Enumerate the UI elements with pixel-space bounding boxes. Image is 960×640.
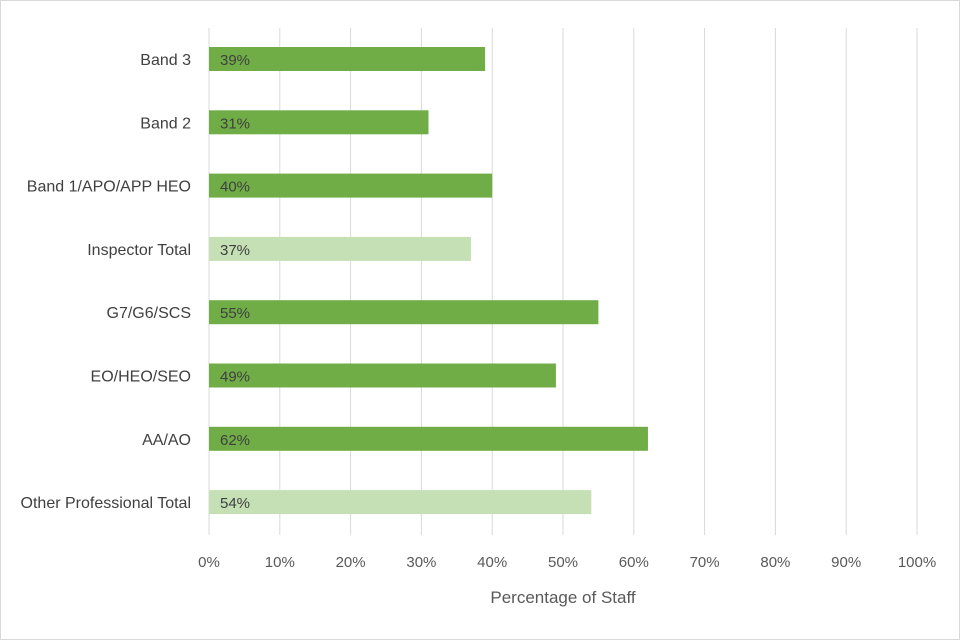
category-label: G7/G6/SCS bbox=[107, 305, 191, 322]
category-label: EO/HEO/SEO bbox=[91, 369, 191, 386]
data-label: 49% bbox=[220, 369, 250, 386]
x-tick-label: 0% bbox=[198, 554, 220, 571]
bar bbox=[209, 490, 592, 515]
data-label: 55% bbox=[220, 305, 250, 322]
data-label: 31% bbox=[220, 115, 250, 132]
bar bbox=[209, 300, 599, 325]
x-tick-label: 90% bbox=[831, 554, 861, 571]
x-tick-label: 60% bbox=[619, 554, 649, 571]
data-label: 54% bbox=[220, 495, 250, 512]
x-axis-title: Percentage of Staff bbox=[490, 588, 636, 607]
gridlines bbox=[208, 28, 918, 535]
x-tick-label: 10% bbox=[265, 554, 295, 571]
category-label: Band 1/APO/APP HEO bbox=[27, 179, 191, 196]
category-label: Inspector Total bbox=[87, 242, 191, 259]
x-tick-label: 80% bbox=[760, 554, 790, 571]
data-label: 40% bbox=[220, 179, 250, 196]
category-labels: Band 3 Band 2 Band 1/APO/APP HEO Inspector … bbox=[21, 52, 192, 512]
x-tick-label: 30% bbox=[406, 554, 436, 571]
bar bbox=[209, 47, 486, 71]
x-tick-label: 20% bbox=[336, 554, 366, 571]
x-tick-label: 40% bbox=[477, 554, 507, 571]
category-label: Other Professional Total bbox=[21, 495, 191, 512]
x-tick-label: 50% bbox=[548, 554, 578, 571]
bars: 39% 31% 40% 37% 55% 49% 62% 54% bbox=[209, 47, 648, 515]
category-label: AA/AO bbox=[142, 432, 191, 449]
bar bbox=[209, 173, 493, 198]
x-tick-label: 100% bbox=[898, 554, 936, 571]
data-label: 62% bbox=[220, 432, 250, 449]
x-tick-labels: 0% 10% 20% 30% 40% 50% 60% 70% 80% 90% 100% bbox=[198, 554, 936, 571]
data-label: 37% bbox=[220, 242, 250, 259]
category-label: Band 2 bbox=[140, 115, 191, 132]
category-label: Band 3 bbox=[140, 52, 191, 69]
data-label: 39% bbox=[220, 52, 250, 69]
x-tick-label: 70% bbox=[690, 554, 720, 571]
bar bbox=[209, 426, 648, 451]
bar bbox=[209, 110, 429, 135]
bar bbox=[209, 236, 471, 261]
bar bbox=[209, 363, 556, 388]
